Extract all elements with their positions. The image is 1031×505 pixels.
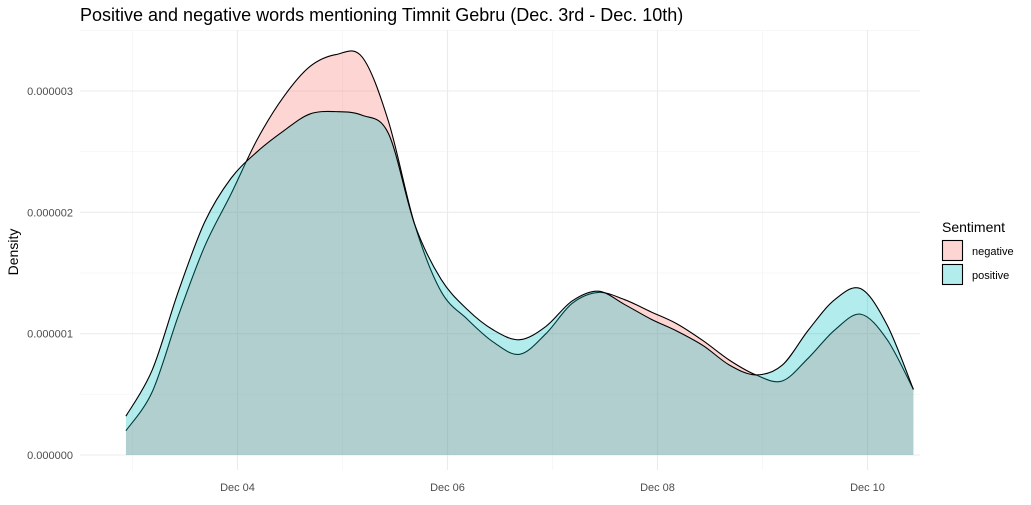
legend-swatch-negative [941, 239, 964, 262]
legend-label: negative [972, 246, 1014, 258]
x-tick-label: Dec 06 [430, 482, 465, 494]
y-tick-label: 0.000002 [27, 207, 73, 219]
x-tick-labels: Dec 04 Dec 06 Dec 08 Dec 10 [220, 482, 885, 494]
density-areas [125, 50, 914, 456]
y-tick-labels: 0.000000 0.000001 0.000002 0.000003 [27, 86, 73, 462]
y-tick-label: 0.000003 [27, 86, 73, 98]
y-tick-label: 0.000001 [27, 329, 73, 341]
legend-label: positive [972, 270, 1009, 282]
y-tick-label: 0.000000 [27, 450, 73, 462]
x-tick-label: Dec 08 [640, 482, 675, 494]
legend-swatch-positive [941, 263, 964, 286]
x-tick-label: Dec 04 [220, 482, 255, 494]
legend-key-bg [942, 240, 963, 261]
chart-title: Positive and negative words mentioning T… [80, 5, 683, 25]
minor-gridlines [80, 29, 920, 470]
legend-title: Sentiment [942, 219, 1005, 235]
legend-key-bg [942, 264, 963, 285]
line-negative [125, 50, 914, 432]
area-negative [125, 50, 914, 456]
legend: Sentiment negative positive [941, 219, 1014, 286]
line-positive [125, 110, 914, 417]
x-tick-label: Dec 10 [850, 482, 885, 494]
legend-item-positive: positive [941, 263, 1009, 286]
y-axis-title: Density [5, 229, 21, 276]
area-positive [125, 111, 914, 456]
legend-item-negative: negative [941, 239, 1014, 262]
